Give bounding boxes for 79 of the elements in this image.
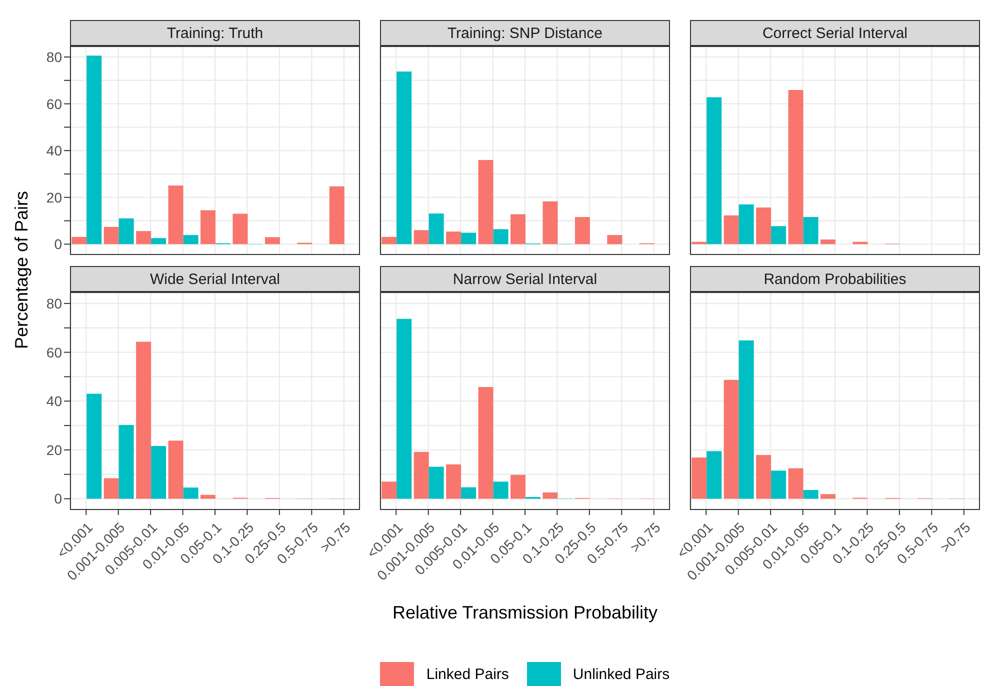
- bar: [542, 492, 558, 499]
- bar: [607, 235, 622, 244]
- bar: [414, 452, 429, 499]
- y-tick-label: 0: [54, 236, 62, 252]
- bar: [461, 232, 476, 244]
- bar: [788, 90, 804, 244]
- bar: [738, 340, 754, 499]
- bar: [510, 214, 526, 244]
- bar: [771, 226, 786, 244]
- bar: [771, 470, 786, 499]
- bar: [461, 487, 476, 499]
- bar: [86, 56, 102, 244]
- bar: [168, 440, 184, 499]
- bar: [738, 204, 754, 244]
- chart-title: Narrow Serial Interval: [380, 266, 670, 292]
- legend-label: Linked Pairs: [426, 666, 509, 682]
- bar: [510, 474, 526, 499]
- y-tick-label: 80: [46, 48, 62, 65]
- bar: [706, 451, 722, 499]
- bar: [428, 214, 444, 244]
- bar: [692, 457, 707, 499]
- bar: [803, 490, 818, 499]
- bar: [151, 446, 166, 499]
- chart-title: Training: SNP Distance: [380, 20, 670, 46]
- bar: [104, 478, 119, 499]
- y-tick-label: 20: [46, 442, 62, 458]
- bar: [168, 185, 184, 244]
- bar: [803, 217, 818, 244]
- bar: [428, 466, 444, 499]
- y-tick-label: 20: [46, 189, 62, 206]
- bar: [200, 494, 216, 499]
- y-tick-label: 60: [46, 344, 62, 360]
- bar: [724, 380, 739, 499]
- bar: [414, 230, 429, 244]
- y-tick-label: 60: [46, 96, 62, 112]
- bar: [706, 97, 722, 244]
- bar: [542, 201, 558, 244]
- bar: [574, 217, 590, 244]
- bar: [136, 231, 152, 244]
- bar: [478, 160, 494, 244]
- bar: [820, 239, 836, 244]
- y-tick-label: 40: [46, 393, 62, 410]
- bar: [382, 236, 397, 244]
- bar: [232, 214, 248, 244]
- bar: [136, 342, 152, 499]
- bar: [151, 238, 166, 244]
- bar: [756, 207, 772, 244]
- bar: [118, 218, 134, 244]
- y-tick-label: 40: [46, 142, 62, 159]
- bar: [329, 186, 344, 244]
- bar: [724, 215, 739, 244]
- bar: [118, 425, 134, 499]
- chart-title: Training: Truth: [70, 20, 360, 46]
- bar: [820, 494, 836, 499]
- bar: [382, 482, 397, 499]
- legend-label: Unlinked Pairs: [572, 666, 670, 682]
- x-axis-title: Relative Transmission Probability: [392, 602, 658, 624]
- bar: [493, 482, 508, 499]
- bar: [788, 468, 804, 499]
- chart-title: Random Probabilities: [690, 266, 980, 292]
- bar: [493, 229, 508, 244]
- chart-title: Wide Serial Interval: [70, 266, 360, 292]
- bar: [183, 235, 198, 244]
- bar: [446, 232, 462, 244]
- bar: [72, 236, 87, 244]
- bar: [86, 394, 102, 499]
- bar: [756, 455, 772, 499]
- bar: [478, 386, 494, 499]
- bar: [396, 72, 412, 244]
- bar: [396, 318, 412, 499]
- bar: [264, 237, 280, 244]
- y-tick-label: 0: [54, 490, 62, 507]
- bar: [446, 464, 462, 499]
- bar: [200, 210, 216, 244]
- y-tick-label: 80: [46, 295, 62, 312]
- bar: [183, 488, 198, 499]
- y-axis-title: Percentage of Pairs: [12, 190, 32, 350]
- bar: [104, 226, 119, 244]
- chart-title: Correct Serial Interval: [690, 20, 980, 46]
